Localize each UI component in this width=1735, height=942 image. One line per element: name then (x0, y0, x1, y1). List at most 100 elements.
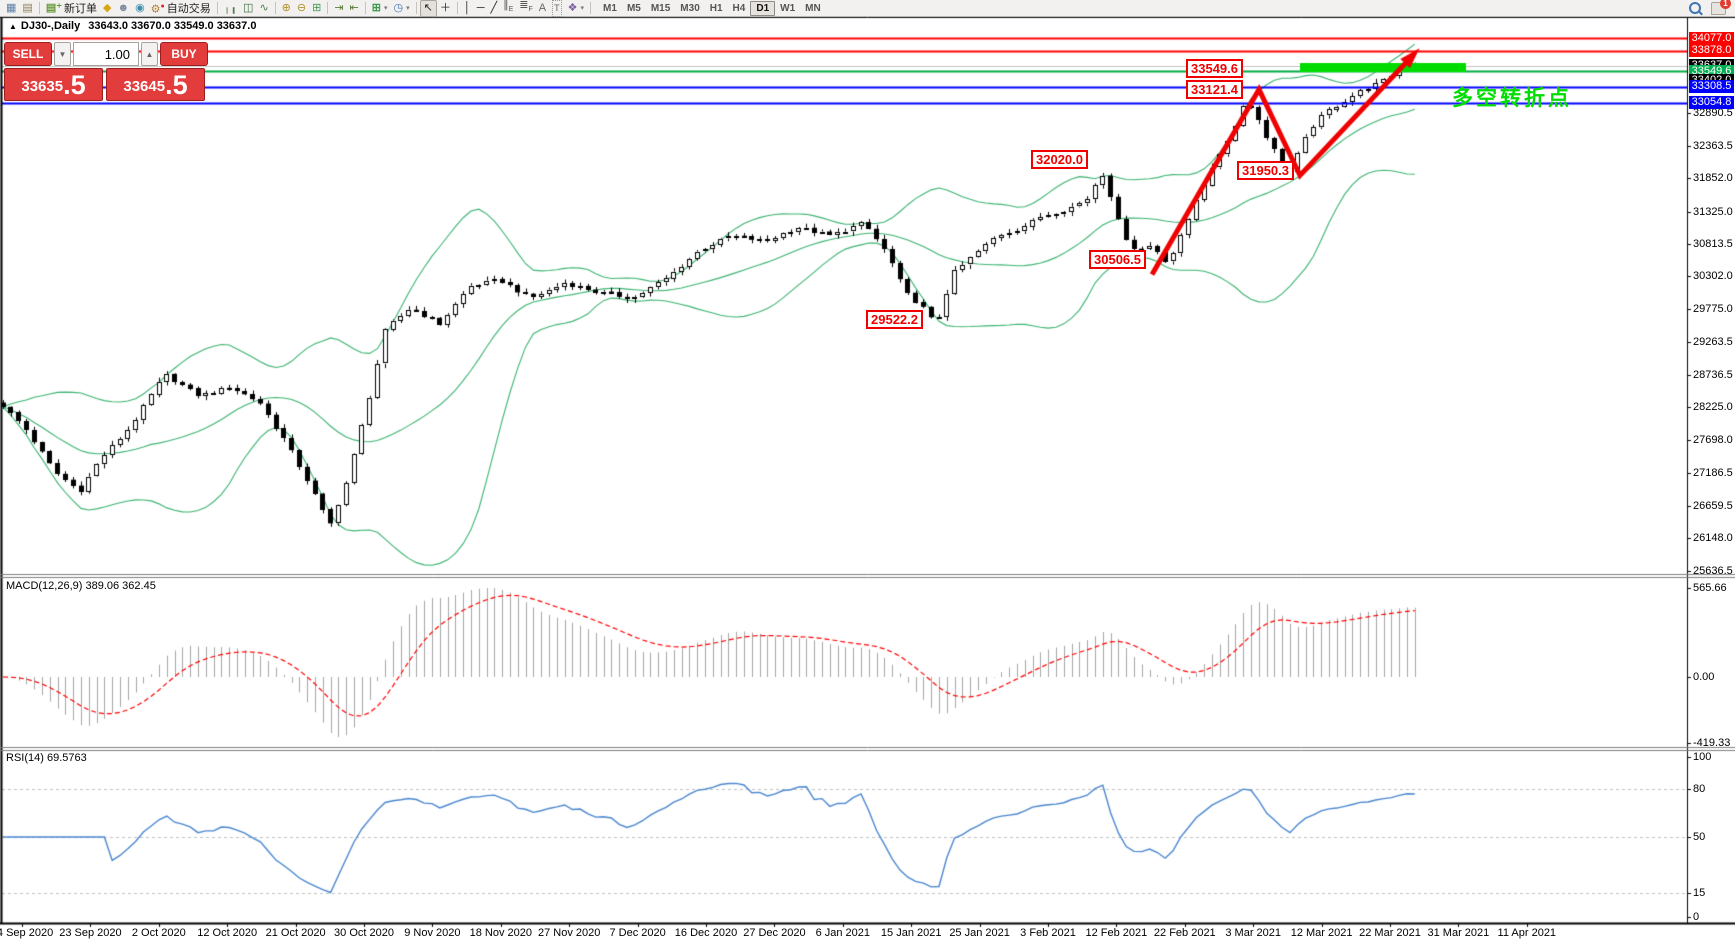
date-axis-label: 25 Jan 2021 (949, 927, 1010, 939)
timeframe-button-m1[interactable]: M1 (603, 2, 617, 14)
styles-bucket-icon[interactable]: ◆ (103, 1, 112, 14)
shapes-icon[interactable]: ❖ ▾ (567, 1, 585, 14)
timeframe-button-m30[interactable]: M30 (680, 2, 700, 14)
price-axis-tick: 31852.0 (1693, 172, 1733, 185)
sell-price-tile[interactable]: 33635.5 (4, 68, 103, 101)
date-axis-label: 9 Nov 2020 (404, 927, 461, 939)
rsi-axis-tick: 50 (1693, 831, 1706, 843)
chart-shift-icon[interactable]: ⇤ (349, 1, 359, 14)
profile-icon[interactable]: ☻ (117, 1, 130, 14)
date-axis-label: 12 Mar 2021 (1290, 927, 1353, 939)
toolbar-separator (364, 2, 366, 14)
date-axis-label: 30 Oct 2020 (334, 927, 394, 939)
toolbar-right: 1 (1689, 0, 1732, 15)
price-axis-tick: 31325.0 (1693, 205, 1733, 218)
autotrading-label: 自动交易 (166, 3, 211, 15)
date-axis-label: 27 Dec 2020 (743, 927, 806, 939)
new-order-label: 新订单 (64, 3, 98, 15)
timeframe-button-h4[interactable]: H4 (732, 2, 746, 14)
date-axis-label: 2 Oct 2020 (131, 927, 186, 939)
chart-symbol-period: DJ30-,Daily (20, 20, 81, 32)
zoom-out-icon[interactable]: ⊖ (296, 1, 307, 14)
chart-ohlc-values: 33643.0 33670.0 33549.0 33637.0 (88, 20, 257, 32)
buy-button[interactable]: BUY (160, 42, 208, 66)
periods-clock-icon[interactable]: ◷ ▾ (393, 1, 410, 14)
price-level-label: 33054.8 (1689, 96, 1734, 110)
price-level-label: 33878.0 (1689, 44, 1734, 58)
date-axis-label: 15 Jan 2021 (880, 927, 942, 939)
autoscroll-icon[interactable]: ⇥ (334, 1, 344, 14)
new-order-button[interactable]: ▤⁺ 新订单 (43, 1, 100, 16)
new-order-icon: ▤⁺ (45, 1, 63, 14)
crosshair-icon[interactable]: ＋ (439, 1, 451, 14)
chart-window-icon[interactable]: ▦ (6, 1, 17, 14)
signal-icon[interactable]: ◉ (135, 1, 145, 14)
toolbar-separator (38, 2, 40, 14)
price-axis-tick: 29263.5 (1693, 335, 1733, 348)
trade-panel-top-row: SELL ▼ 1.00 ▲ BUY (4, 42, 208, 66)
date-axis-label: 27 Nov 2020 (537, 927, 601, 939)
date-axis-label: 22 Feb 2021 (1153, 927, 1216, 939)
zoom-in-icon[interactable]: ⊕ (281, 1, 291, 14)
timeframe-button-mn[interactable]: MN (805, 2, 821, 14)
date-axis-label: 11 Apr 2021 (1497, 927, 1557, 939)
price-level-label: 33308.5 (1689, 80, 1734, 94)
tile-windows-icon[interactable]: ⊞ (312, 1, 322, 14)
autotrading-button[interactable]: ⚙● 自动交易 (148, 1, 214, 16)
rsi-axis-tick: 100 (1693, 751, 1712, 763)
price-callout: 32020.0 (1031, 150, 1088, 169)
date-axis-label: 21 Oct 2020 (265, 927, 326, 939)
volume-increase-button[interactable]: ▲ (141, 42, 158, 66)
horizontal-line-icon[interactable]: ─ (476, 1, 485, 14)
chart-title: ▲ DJ30-,Daily 33643.0 33670.0 33549.0 3363… (9, 20, 256, 32)
vertical-line-icon[interactable]: │ (463, 1, 471, 14)
price-callout: 33121.4 (1186, 80, 1243, 99)
volume-decrease-button[interactable]: ▼ (54, 42, 71, 66)
one-click-trade-panel: SELL ▼ 1.00 ▲ BUY 33635.5 33645.5 (4, 42, 208, 101)
buy-price-tile[interactable]: 33645.5 (106, 68, 205, 101)
toolbar-separator (327, 2, 329, 14)
equidistant-channel-icon[interactable]: ∥E (503, 0, 514, 14)
date-axis-label: 22 Mar 2021 (1359, 927, 1421, 939)
line-chart-icon[interactable]: ∿ (259, 1, 269, 14)
price-axis-tick: 25636.5 (1693, 564, 1733, 577)
notification-badge: 1 (1720, 0, 1731, 9)
collapse-arrow-icon[interactable]: ▲ (9, 22, 17, 31)
indicators-icon[interactable]: ⊞ ▾ (371, 1, 388, 14)
price-axis-tick: 26659.5 (1693, 499, 1733, 512)
timeframe-button-w1[interactable]: W1 (780, 2, 796, 14)
price-axis-tick: 28225.0 (1693, 401, 1733, 414)
sell-price-fraction: .5 (63, 70, 86, 100)
timeframe-button-m5[interactable]: M5 (626, 2, 641, 14)
date-axis-label: 3 Mar 2021 (1225, 927, 1282, 939)
notifications-icon[interactable]: 1 (1711, 0, 1731, 15)
sell-button[interactable]: SELL (4, 42, 52, 66)
rsi-indicator-label: RSI(14) 69.5763 (6, 752, 87, 764)
timeframe-button-m15[interactable]: M15 (650, 2, 671, 14)
price-axis-tick: 29775.0 (1693, 303, 1733, 316)
market-watch-icon[interactable]: ▤ (22, 1, 33, 14)
price-axis-tick: 28736.5 (1693, 368, 1733, 381)
trendline-icon[interactable]: ╱ (490, 1, 498, 14)
price-callout: 29522.2 (866, 310, 923, 329)
bar-chart-icon[interactable]: ╷╻ (223, 1, 238, 14)
macd-axis-tick: 565.66 (1693, 582, 1727, 594)
volume-input[interactable]: 1.00 (73, 42, 139, 66)
timeframe-button-h1[interactable]: H1 (709, 2, 723, 14)
price-axis-tick: 27698.0 (1693, 434, 1733, 447)
date-axis-label: 14 Sep 2020 (0, 927, 54, 939)
buy-price-fraction: .5 (165, 70, 188, 100)
candlestick-chart-icon[interactable]: ◫ (243, 1, 254, 14)
price-callout: 31950.3 (1237, 161, 1294, 180)
trade-panel-price-row: 33635.5 33645.5 (4, 68, 208, 101)
timeframe-button-d1[interactable]: D1 (750, 0, 776, 16)
macd-axis-tick: 0.00 (1693, 671, 1715, 683)
fibonacci-icon[interactable]: ≣F (519, 0, 533, 14)
search-icon[interactable] (1689, 2, 1701, 14)
text-icon[interactable]: A (538, 1, 547, 14)
price-axis-tick: 30302.0 (1693, 270, 1733, 283)
cursor-icon[interactable]: ↖ (419, 0, 437, 17)
text-label-icon[interactable]: T (549, 0, 565, 17)
